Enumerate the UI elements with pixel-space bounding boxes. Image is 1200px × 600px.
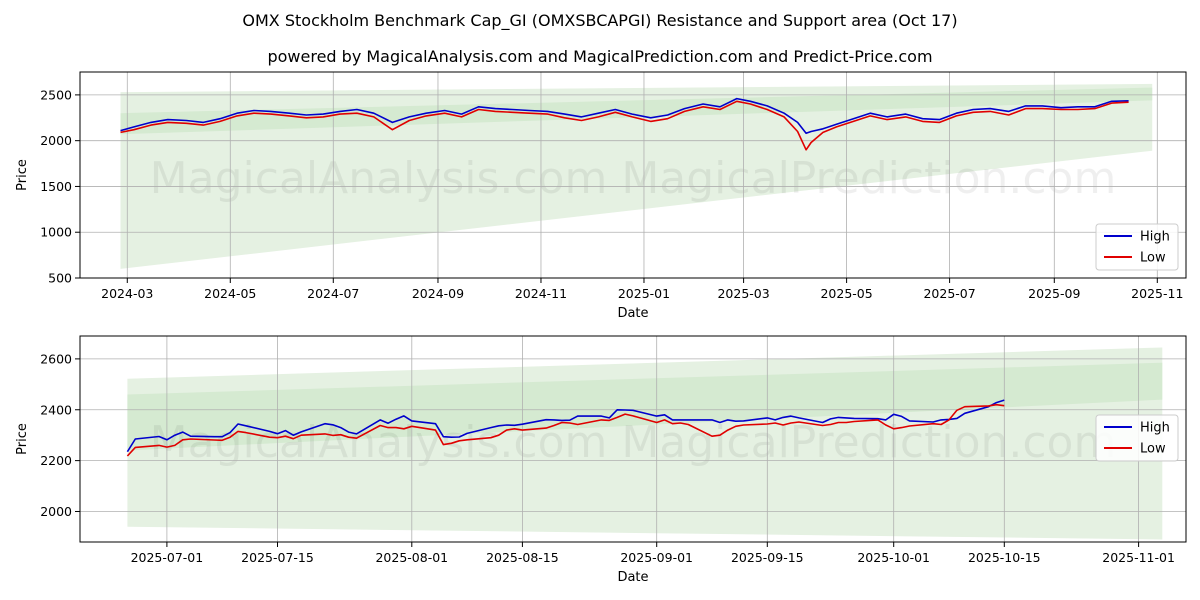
upper-chart: MagicalAnalysis.com MagicalPrediction.co…	[15, 71, 1187, 321]
x-tick-label: 2025-09-01	[620, 550, 693, 565]
x-tick-label: 2025-09-15	[731, 550, 804, 565]
band-inner	[120, 87, 1153, 135]
x-tick-label: 2025-01	[618, 286, 670, 301]
y-tick-label: 2000	[40, 133, 72, 148]
x-tick-label: 2025-05	[820, 286, 872, 301]
watermark-text: MagicalAnalysis.com MagicalPrediction.co…	[150, 153, 1117, 204]
legend-label-low: Low	[1140, 442, 1166, 457]
series-line-high	[126, 399, 1005, 453]
figure-title: OMX Stockholm Benchmark Cap_GI (OMXSBCAP…	[242, 11, 957, 31]
legend-label-low: Low	[1140, 251, 1166, 266]
x-tick-label: 2025-11-01	[1102, 550, 1175, 565]
series-line-low	[120, 100, 1129, 151]
y-tick-label: 2500	[40, 87, 72, 102]
plot-frame	[79, 71, 1187, 279]
x-tick-label: 2025-10-15	[968, 550, 1041, 565]
x-tick-label: 2024-11	[515, 286, 567, 301]
x-tick-label: 2024-03	[101, 286, 153, 301]
x-axis-title: Date	[617, 570, 648, 585]
x-tick-label: 2025-11	[1131, 286, 1183, 301]
legend-label-high: High	[1140, 421, 1170, 436]
x-tick-label: 2025-03	[717, 286, 769, 301]
x-tick-label: 2024-09	[412, 286, 464, 301]
x-tick-label: 2024-05	[204, 286, 256, 301]
x-axis-title: Date	[617, 306, 648, 321]
y-axis-title: Price	[15, 423, 30, 455]
x-tick-label: 2025-08-01	[375, 550, 448, 565]
x-tick-label: 2025-10-01	[857, 550, 930, 565]
lower-chart: MagicalAnalysis.com MagicalPrediction.co…	[15, 335, 1187, 585]
y-tick-label: 1000	[40, 225, 72, 240]
x-tick-label: 2024-07	[307, 286, 359, 301]
y-tick-label: 2200	[40, 453, 72, 468]
y-axis-title: Price	[15, 159, 30, 191]
plot-area: MagicalAnalysis.com MagicalPrediction.co…	[80, 72, 1186, 278]
x-tick-label: 2025-09	[1028, 286, 1080, 301]
figure-subtitle: powered by MagicalAnalysis.com and Magic…	[267, 47, 932, 66]
band-inner	[127, 362, 1163, 451]
x-tick-label: 2025-08-15	[486, 550, 559, 565]
y-tick-label: 2600	[40, 351, 72, 366]
series-line-high	[120, 97, 1129, 135]
band-outer	[120, 83, 1153, 269]
plot-frame	[79, 335, 1187, 543]
y-tick-label: 2000	[40, 504, 72, 519]
y-tick-label: 2400	[40, 402, 72, 417]
plot-area: MagicalAnalysis.com MagicalPrediction.co…	[80, 336, 1186, 542]
x-tick-label: 2025-07-01	[131, 550, 204, 565]
watermark-text: MagicalAnalysis.com MagicalPrediction.co…	[150, 417, 1117, 468]
x-tick-label: 2025-07-15	[241, 550, 314, 565]
series-line-low	[126, 403, 1005, 457]
legend-label-high: High	[1140, 230, 1170, 245]
y-tick-label: 1500	[40, 179, 72, 194]
y-tick-label: 500	[48, 271, 72, 286]
x-tick-label: 2025-07	[923, 286, 975, 301]
